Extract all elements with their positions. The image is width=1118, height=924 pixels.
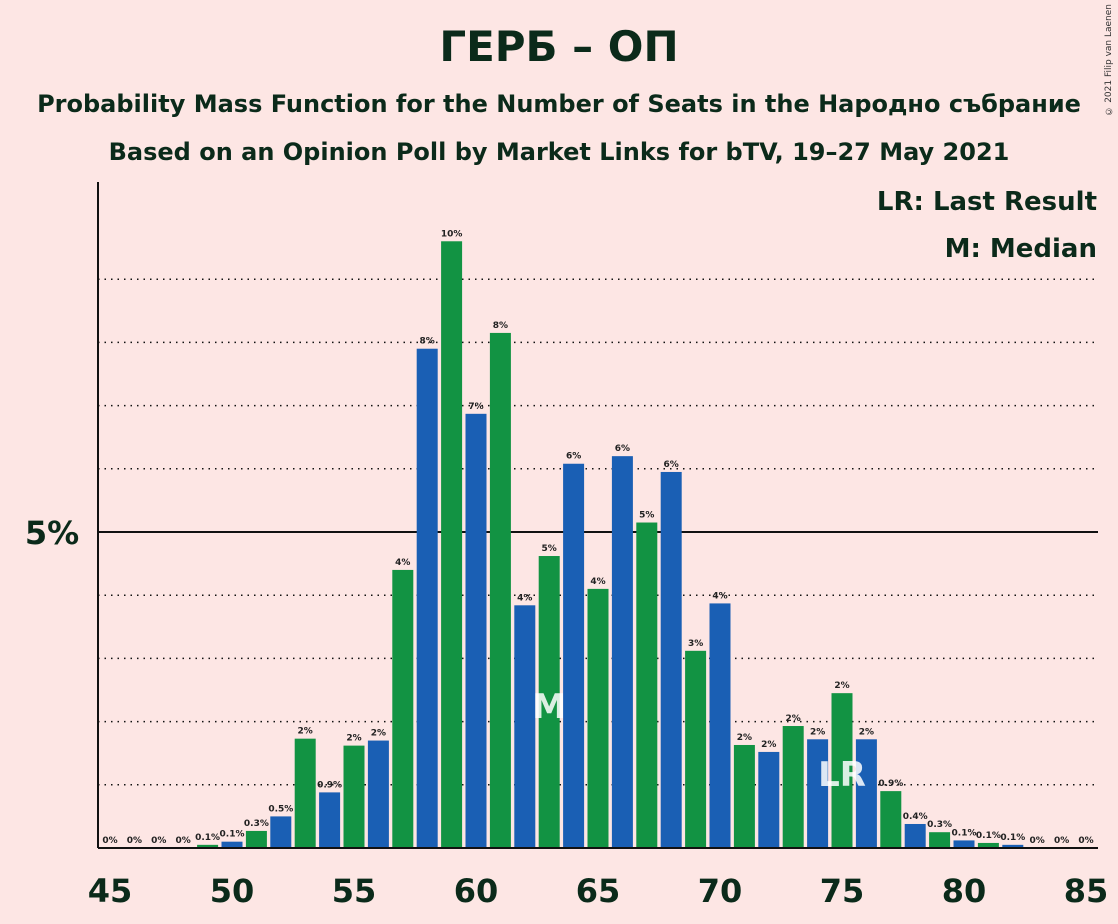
data-label: 2% xyxy=(859,727,874,737)
data-label: 6% xyxy=(664,460,679,470)
bar xyxy=(197,844,219,848)
data-label: 4% xyxy=(517,593,532,603)
legend-last-result: LR: Last Result xyxy=(877,187,1097,217)
y-tick-label: 5% xyxy=(25,514,79,552)
bar xyxy=(416,348,438,848)
data-label: 2% xyxy=(346,734,361,744)
bar xyxy=(294,738,316,848)
data-label: 10% xyxy=(441,229,463,239)
data-label: 5% xyxy=(639,511,654,521)
data-label: 0.5% xyxy=(268,804,293,814)
data-label: 3% xyxy=(688,639,703,649)
x-tick-label: 50 xyxy=(210,872,255,910)
data-label: 0.9% xyxy=(317,780,342,790)
data-label: 2% xyxy=(810,727,825,737)
data-label: 2% xyxy=(761,740,776,750)
bar xyxy=(465,413,487,848)
bar xyxy=(636,522,658,848)
data-label: 0.1% xyxy=(976,831,1001,841)
data-label: 2% xyxy=(834,681,849,691)
data-label: 2% xyxy=(737,733,752,743)
data-label: 6% xyxy=(615,444,630,454)
data-label: 4% xyxy=(395,558,410,568)
chart-subtitle-2: Based on an Opinion Poll by Market Links… xyxy=(108,138,1010,166)
bar xyxy=(880,791,902,848)
bar xyxy=(807,739,829,848)
x-tick-label: 55 xyxy=(332,872,377,910)
bar xyxy=(392,569,414,848)
data-label: 0.1% xyxy=(1000,833,1025,843)
x-tick-label: 80 xyxy=(942,872,987,910)
data-label: 0% xyxy=(1078,836,1093,846)
bar xyxy=(611,456,633,848)
data-label: 0.4% xyxy=(903,812,928,822)
data-label: 0% xyxy=(127,836,142,846)
bar xyxy=(782,726,804,848)
x-tick-label: 45 xyxy=(88,872,133,910)
data-label: 0% xyxy=(1030,836,1045,846)
x-tick-label: 70 xyxy=(698,872,743,910)
chart-subtitle-1: Probability Mass Function for the Number… xyxy=(37,90,1081,118)
data-label: 8% xyxy=(420,337,435,347)
data-label: 6% xyxy=(566,452,581,462)
last-result-marker: LR xyxy=(818,755,866,795)
data-label: 2% xyxy=(786,714,801,724)
chart-title: ГЕРБ – ОП xyxy=(439,22,679,71)
data-label: 8% xyxy=(493,321,508,331)
data-label: 0.3% xyxy=(244,819,269,829)
bar xyxy=(709,603,731,848)
bar xyxy=(538,556,560,848)
data-label: 0.1% xyxy=(220,830,245,840)
data-label: 0.3% xyxy=(927,820,952,830)
data-label: 0% xyxy=(151,836,166,846)
bar xyxy=(563,463,585,848)
bar xyxy=(929,832,951,848)
data-label: 2% xyxy=(371,729,386,739)
bar xyxy=(514,605,536,848)
x-tick-label: 65 xyxy=(576,872,621,910)
data-label: 0% xyxy=(102,836,117,846)
bar xyxy=(831,693,853,848)
bar xyxy=(319,792,341,848)
bar xyxy=(758,751,780,848)
data-label: 0.1% xyxy=(952,828,977,838)
x-tick-label: 75 xyxy=(820,872,865,910)
bar xyxy=(441,241,463,848)
bar xyxy=(977,842,999,848)
bar xyxy=(489,332,511,848)
bar xyxy=(660,471,682,848)
data-label: 4% xyxy=(590,577,605,587)
data-label: 7% xyxy=(468,402,483,412)
bar xyxy=(587,588,609,848)
bar xyxy=(221,841,243,848)
data-label: 4% xyxy=(712,591,727,601)
data-label: 0% xyxy=(1054,836,1069,846)
data-label: 0% xyxy=(176,836,191,846)
bar xyxy=(733,744,755,848)
bar xyxy=(904,823,926,848)
x-tick-label: 85 xyxy=(1064,872,1109,910)
bar xyxy=(953,840,975,848)
bar xyxy=(270,816,292,848)
bar xyxy=(855,739,877,848)
x-tick-label: 60 xyxy=(454,872,499,910)
data-label: 0.1% xyxy=(195,833,220,843)
data-label: 2% xyxy=(298,727,313,737)
bar xyxy=(343,745,365,848)
data-label: 5% xyxy=(542,544,557,554)
bar xyxy=(1002,844,1024,848)
bar xyxy=(685,650,707,848)
bar xyxy=(245,830,267,848)
median-marker: M xyxy=(532,687,566,727)
data-label: 0.9% xyxy=(878,779,903,789)
legend-median: M: Median xyxy=(945,234,1097,264)
bar xyxy=(367,740,389,848)
